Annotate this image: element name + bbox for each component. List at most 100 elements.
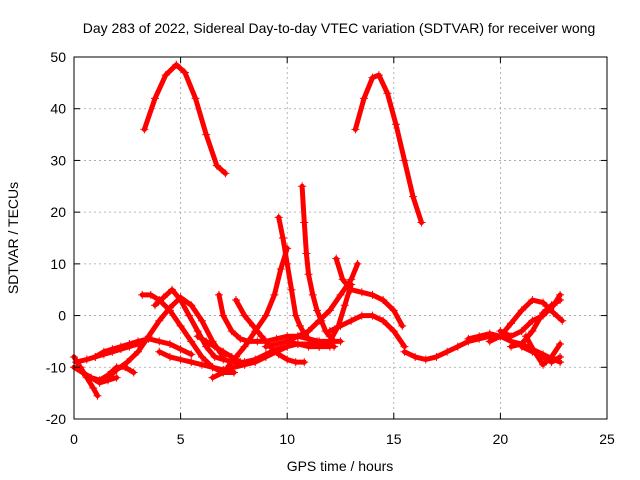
series-arc-22: [325, 311, 409, 351]
data-point: [547, 352, 556, 361]
data-point: [187, 337, 196, 346]
data-point: [197, 316, 206, 325]
data-point: [168, 285, 177, 294]
data-point: [283, 337, 292, 346]
data-point: [251, 358, 260, 367]
series-line: [327, 313, 407, 350]
x-tick-label: 5: [177, 431, 185, 447]
data-point: [347, 275, 356, 284]
data-point: [185, 311, 194, 320]
y-tick-label: 40: [50, 101, 66, 117]
data-point: [212, 161, 221, 170]
series-arc-29: [521, 332, 565, 369]
data-point: [475, 332, 484, 341]
data-point: [400, 156, 409, 165]
data-point: [133, 347, 142, 356]
series-arc-28: [517, 342, 565, 367]
data-point: [116, 342, 125, 351]
data-point: [521, 332, 530, 341]
data-point: [125, 340, 134, 349]
data-point: [138, 290, 147, 299]
data-point: [129, 368, 138, 377]
data-point: [408, 192, 417, 201]
data-point: [528, 296, 537, 305]
data-point: [300, 218, 309, 227]
data-point: [240, 342, 249, 351]
data-point: [347, 285, 356, 294]
data-point: [400, 347, 409, 356]
data-point: [221, 169, 230, 178]
data-point: [210, 342, 219, 351]
x-axis-label: GPS time / hours: [287, 458, 394, 474]
series-layer: [70, 60, 567, 400]
data-point: [507, 319, 516, 328]
data-point: [180, 68, 189, 77]
x-tick-label: 0: [70, 431, 78, 447]
data-point: [82, 355, 91, 364]
data-point: [340, 301, 349, 310]
data-point: [91, 352, 100, 361]
data-point: [379, 316, 388, 325]
data-point: [304, 342, 313, 351]
data-point: [558, 316, 567, 325]
data-point: [274, 350, 283, 359]
data-point: [443, 347, 452, 356]
data-point: [304, 270, 313, 279]
data-point: [219, 311, 228, 320]
data-point: [172, 60, 181, 69]
series-line: [333, 256, 405, 329]
data-point: [176, 296, 185, 305]
data-point: [357, 288, 366, 297]
series-line: [225, 245, 290, 370]
x-tick-label: 15: [386, 431, 402, 447]
data-point: [547, 301, 556, 310]
data-point: [72, 358, 81, 367]
data-point: [549, 308, 558, 317]
series-arc-6: [78, 368, 121, 387]
y-tick-label: 0: [58, 308, 66, 324]
data-point: [325, 327, 334, 336]
data-point: [539, 360, 548, 369]
data-point: [295, 321, 304, 330]
data-point: [253, 337, 262, 346]
plot-frame: [73, 56, 608, 420]
data-point: [517, 327, 526, 336]
data-point: [112, 365, 121, 374]
data-point: [374, 71, 383, 80]
data-point: [389, 306, 398, 315]
data-point: [165, 352, 174, 361]
data-point: [108, 345, 117, 354]
data-point: [232, 296, 241, 305]
data-point: [293, 332, 302, 341]
data-point: [272, 340, 281, 349]
data-point: [151, 94, 160, 103]
data-point: [283, 355, 292, 364]
series-arc-21: [332, 254, 407, 330]
data-point: [276, 265, 285, 274]
data-point: [191, 94, 200, 103]
data-point: [485, 337, 494, 346]
data-point: [236, 334, 245, 343]
data-point: [313, 306, 322, 315]
data-point: [313, 337, 322, 346]
data-point: [89, 383, 98, 392]
data-point: [389, 327, 398, 336]
data-point: [214, 290, 223, 299]
data-point: [133, 337, 142, 346]
data-point: [357, 311, 366, 320]
data-point: [93, 391, 102, 400]
data-point: [283, 259, 292, 268]
data-point: [507, 342, 516, 351]
data-point: [517, 342, 526, 351]
data-point: [155, 337, 164, 346]
data-point: [291, 311, 300, 320]
data-point: [379, 296, 388, 305]
data-point: [315, 316, 324, 325]
data-point: [539, 308, 548, 317]
data-point: [146, 290, 155, 299]
data-point: [165, 306, 174, 315]
y-tick-label: 50: [50, 49, 66, 65]
data-point: [208, 363, 217, 372]
